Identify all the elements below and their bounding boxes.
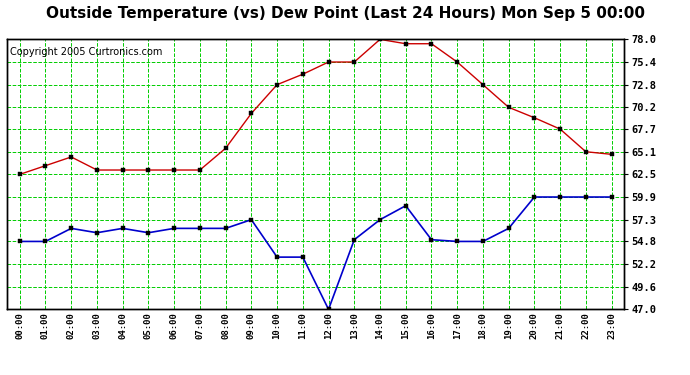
Text: Outside Temperature (vs) Dew Point (Last 24 Hours) Mon Sep 5 00:00: Outside Temperature (vs) Dew Point (Last… — [46, 6, 644, 21]
Text: Copyright 2005 Curtronics.com: Copyright 2005 Curtronics.com — [10, 48, 162, 57]
